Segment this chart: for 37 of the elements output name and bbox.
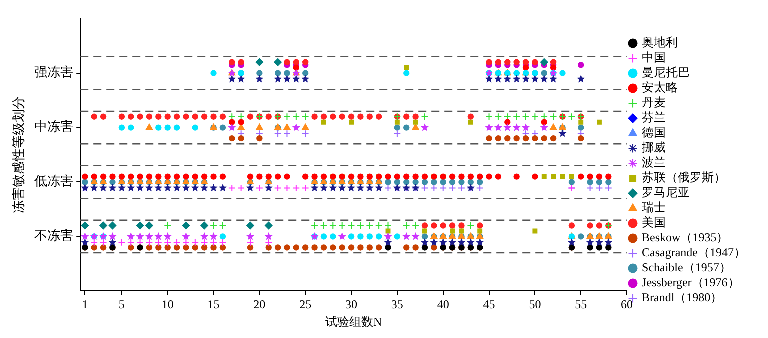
legend-label: Beskow（1935） <box>642 230 729 245</box>
legend-label: 曼尼托巴 <box>642 66 690 80</box>
x-tick-label: 1 <box>82 298 88 312</box>
x-tick-label: 40 <box>437 298 450 312</box>
x-tick-label: 50 <box>529 298 542 312</box>
legend-label: 瑞士 <box>642 200 666 215</box>
legend-label: 罗马尼亚 <box>642 186 690 200</box>
x-tick-label: 5 <box>118 298 125 312</box>
x-tick-label: 30 <box>346 298 358 312</box>
legend-label: 中国 <box>642 50 666 65</box>
legend-label: 奥地利 <box>642 36 678 50</box>
text: 不冻害 <box>34 228 74 244</box>
text: 中冻害 <box>34 119 74 134</box>
legend-label: 美国 <box>642 216 666 230</box>
legend-label: Schaible（1957） <box>642 260 732 275</box>
x-tick-label: 60 <box>621 298 634 312</box>
legend-label: 苏联（俄罗斯） <box>642 170 726 185</box>
x-tick-label: 25 <box>300 298 312 312</box>
legend-label: Brandl（1980） <box>642 290 723 305</box>
legend-label: 安太略 <box>642 80 678 95</box>
x-tick-label: 20 <box>254 298 266 312</box>
text: 低冻害 <box>34 174 74 189</box>
x-tick-label: 35 <box>391 298 404 312</box>
legend-label: 丹麦 <box>642 96 666 110</box>
legend-label: Casagrande（1947） <box>642 246 746 260</box>
legend-label: 德国 <box>642 126 666 140</box>
x-axis-title: 试验组数N <box>325 314 382 329</box>
legend-label: 芬兰 <box>642 110 666 125</box>
legend-label: 挪威 <box>642 140 666 155</box>
x-tick-label: 55 <box>575 298 588 312</box>
x-tick-label: 45 <box>483 298 496 312</box>
legend-label: 波兰 <box>642 156 666 170</box>
x-tick-label: 15 <box>208 298 220 312</box>
y-axis-title: 冻害敏感性等级划分 <box>11 96 26 214</box>
x-tick-label: 10 <box>162 298 174 312</box>
legend-label: Jessberger（1976） <box>642 276 740 290</box>
text: 强冻害 <box>34 64 74 80</box>
